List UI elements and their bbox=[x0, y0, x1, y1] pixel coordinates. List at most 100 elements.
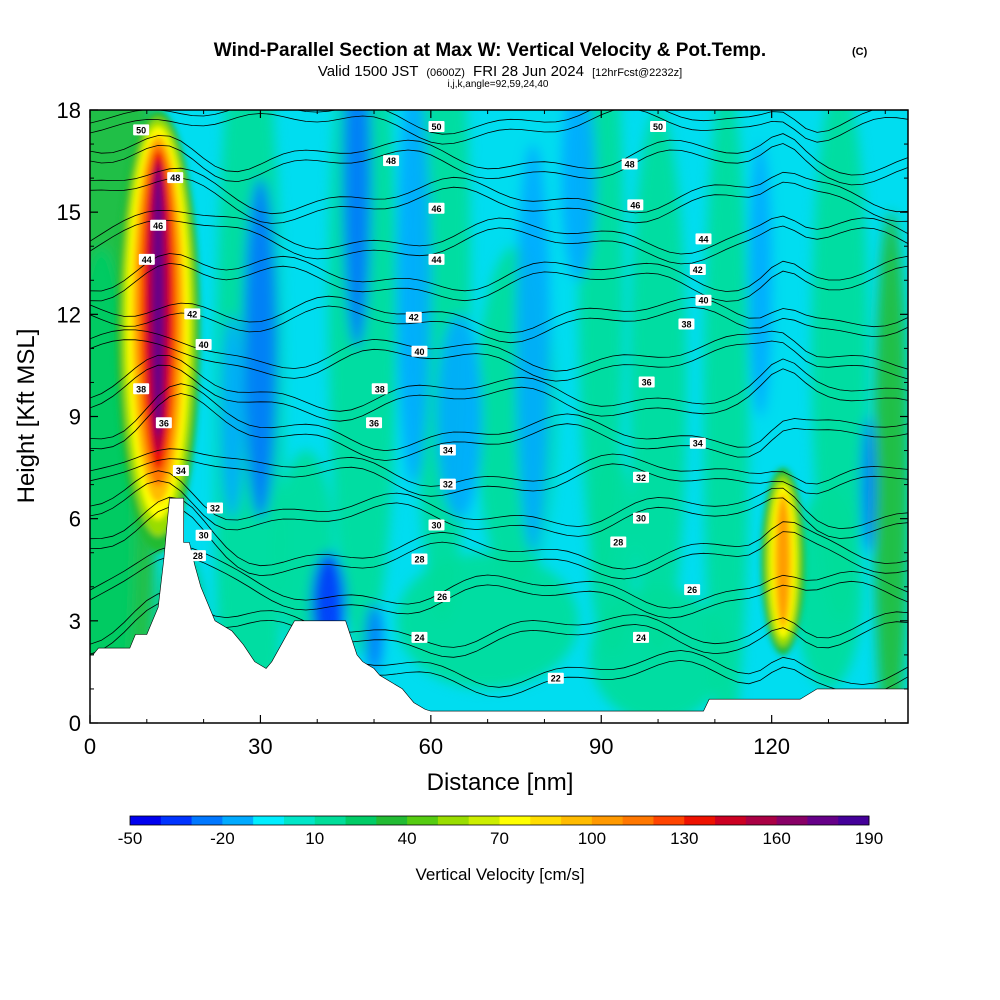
theta-contour-label: 28 bbox=[411, 553, 428, 565]
colorbar-swatch bbox=[684, 816, 716, 825]
theta-contour-label-text: 42 bbox=[409, 313, 419, 323]
colorbar-tick-label: 70 bbox=[490, 829, 509, 848]
theta-contour bbox=[90, 448, 908, 487]
theta-contour-label: 46 bbox=[150, 219, 167, 231]
theta-contour bbox=[90, 305, 908, 344]
theta-contour-label: 30 bbox=[195, 529, 212, 541]
theta-contour bbox=[90, 329, 908, 372]
theta-contour-label-text: 50 bbox=[432, 122, 442, 132]
theta-contour-label: 38 bbox=[678, 318, 695, 330]
theta-contour bbox=[90, 506, 908, 580]
theta-contour bbox=[90, 591, 908, 648]
colorbar-tick-label: 190 bbox=[855, 829, 883, 848]
theta-contour bbox=[90, 354, 908, 412]
colorbar-tick-label: -20 bbox=[210, 829, 235, 848]
theta-contour-label-text: 46 bbox=[432, 204, 442, 214]
theta-contour-label-text: 26 bbox=[437, 592, 447, 602]
theta-contour bbox=[90, 480, 908, 539]
theta-contour-label: 46 bbox=[627, 199, 644, 211]
theta-contour-label-text: 32 bbox=[636, 473, 646, 483]
theta-contour-label: 32 bbox=[633, 471, 650, 483]
terrain-mask bbox=[90, 497, 908, 723]
theta-contour-label-text: 34 bbox=[693, 439, 703, 449]
colorbar-swatch bbox=[591, 816, 624, 825]
theta-contour-label: 34 bbox=[439, 444, 456, 456]
theta-contour bbox=[90, 167, 908, 215]
colorbar-tick-label: 130 bbox=[670, 829, 698, 848]
theta-contour-label: 30 bbox=[428, 519, 445, 531]
theta-contour bbox=[90, 133, 908, 176]
theta-contour-label-text: 28 bbox=[414, 555, 424, 565]
colorbar-tick-label: 40 bbox=[398, 829, 417, 848]
theta-contour-label: 40 bbox=[695, 294, 712, 306]
colorbar-swatch bbox=[283, 816, 316, 825]
colorbar-swatch bbox=[314, 816, 347, 825]
colorbar-swatch bbox=[561, 816, 593, 825]
theta-contour-label-text: 42 bbox=[693, 265, 703, 275]
theta-contour-label: 48 bbox=[167, 172, 184, 184]
theta-contour-label: 24 bbox=[411, 631, 428, 643]
colorbar-swatch bbox=[407, 816, 439, 825]
theta-contour-label: 44 bbox=[138, 253, 155, 265]
valid-utc: (0600Z) bbox=[426, 67, 465, 79]
colorbar-swatch bbox=[807, 816, 839, 825]
theta-contour-label-text: 24 bbox=[636, 633, 646, 643]
x-tick-label: 120 bbox=[753, 734, 790, 759]
theta-contour bbox=[90, 555, 908, 619]
colorbar-swatch bbox=[191, 816, 223, 825]
theta-contour-label-text: 32 bbox=[443, 480, 453, 490]
theta-contour-label: 32 bbox=[439, 478, 456, 490]
theta-contour-label: 38 bbox=[133, 383, 150, 395]
theta-contour-label-text: 48 bbox=[625, 159, 635, 169]
theta-contour-label-text: 26 bbox=[687, 585, 697, 595]
theta-contour-label-text: 30 bbox=[636, 514, 646, 524]
theta-contour-label: 34 bbox=[689, 437, 706, 449]
colorbar-tick-label: 100 bbox=[578, 829, 606, 848]
updraft-core bbox=[761, 467, 806, 655]
theta-contour-label-text: 34 bbox=[176, 466, 186, 476]
copyright-mark: (C) bbox=[852, 46, 868, 58]
colorbar-tick-label: 160 bbox=[762, 829, 790, 848]
y-tick-label: 0 bbox=[69, 711, 81, 736]
plot-area: 22 24 24 26 26 28 28 28 30 30 30 32 32 32 34 34 34 36 36 36… bbox=[90, 110, 908, 723]
theta-contour-label: 34 bbox=[172, 464, 189, 476]
theta-contour-label: 26 bbox=[684, 584, 701, 596]
theta-contour bbox=[90, 339, 908, 382]
theta-contour-label-text: 28 bbox=[613, 538, 623, 548]
theta-contour-label: 50 bbox=[650, 121, 667, 133]
grid-indices: i,j,k,angle=92,59,24,40 bbox=[448, 79, 549, 90]
colorbar: -50 -20 10 40 70 100 130 160 190 bbox=[118, 815, 883, 848]
colorbar-swatch bbox=[468, 816, 500, 825]
theta-contour-label-text: 48 bbox=[386, 156, 396, 166]
theta-contour-label-text: 50 bbox=[136, 125, 146, 135]
theta-contour-label: 36 bbox=[155, 417, 172, 429]
theta-contour-label: 50 bbox=[133, 124, 150, 136]
theta-contour-label: 44 bbox=[695, 233, 712, 245]
theta-contour-label-text: 36 bbox=[159, 418, 169, 428]
colorbar-swatch bbox=[622, 816, 654, 825]
colorbar-swatch bbox=[530, 816, 562, 825]
colorbar-swatch bbox=[499, 816, 531, 825]
theta-contour-label: 40 bbox=[195, 338, 212, 350]
y-tick-label: 15 bbox=[57, 200, 81, 225]
updraft-core bbox=[116, 110, 201, 553]
theta-contour bbox=[90, 219, 908, 265]
theta-contour bbox=[90, 364, 908, 422]
theta-contour bbox=[90, 262, 908, 302]
theta-contour-label-text: 36 bbox=[369, 418, 379, 428]
theta-contour-label: 44 bbox=[428, 253, 445, 265]
colorbar-swatch bbox=[253, 816, 285, 825]
y-tick-label: 9 bbox=[69, 405, 81, 430]
theta-contour-label: 28 bbox=[189, 550, 206, 562]
colorbar-swatch bbox=[222, 816, 254, 825]
theta-contour-label: 30 bbox=[633, 512, 650, 524]
theta-contour bbox=[90, 470, 908, 530]
y-tick-label: 18 bbox=[57, 98, 81, 123]
theta-contour bbox=[90, 110, 908, 145]
x-axis: 0 30 60 90 120 bbox=[84, 110, 886, 759]
theta-contour-label: 22 bbox=[547, 672, 564, 684]
theta-contour-label-text: 38 bbox=[375, 384, 385, 394]
theta-contour-label: 36 bbox=[366, 417, 383, 429]
